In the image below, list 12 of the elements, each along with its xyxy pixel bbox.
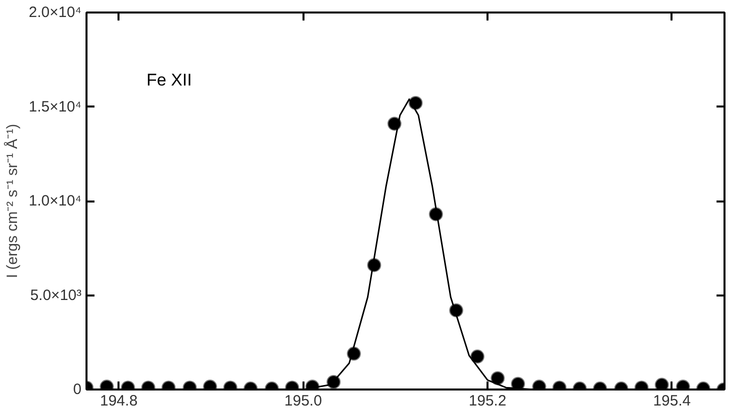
y-tick-label: 5.0×10³	[30, 286, 82, 304]
x-tick-label: 194.8	[100, 392, 138, 408]
x-tick-label: 195.4	[653, 392, 691, 408]
point	[654, 378, 669, 390]
x-tick-label: 195.0	[284, 392, 322, 408]
annotation: Fe XII	[146, 70, 192, 90]
y-axis-title: I (ergs cm⁻² s⁻¹ sr⁻¹ Å⁻¹)	[2, 124, 21, 278]
x-tick-label: 195.2	[468, 392, 506, 408]
y-tick-label: 2.0×10⁴	[28, 4, 82, 21]
y-tick-label: 1.0×10⁴	[28, 192, 82, 210]
y-tick-label: 0	[73, 381, 82, 398]
y-tick-label: 1.5×10⁴	[28, 98, 82, 116]
